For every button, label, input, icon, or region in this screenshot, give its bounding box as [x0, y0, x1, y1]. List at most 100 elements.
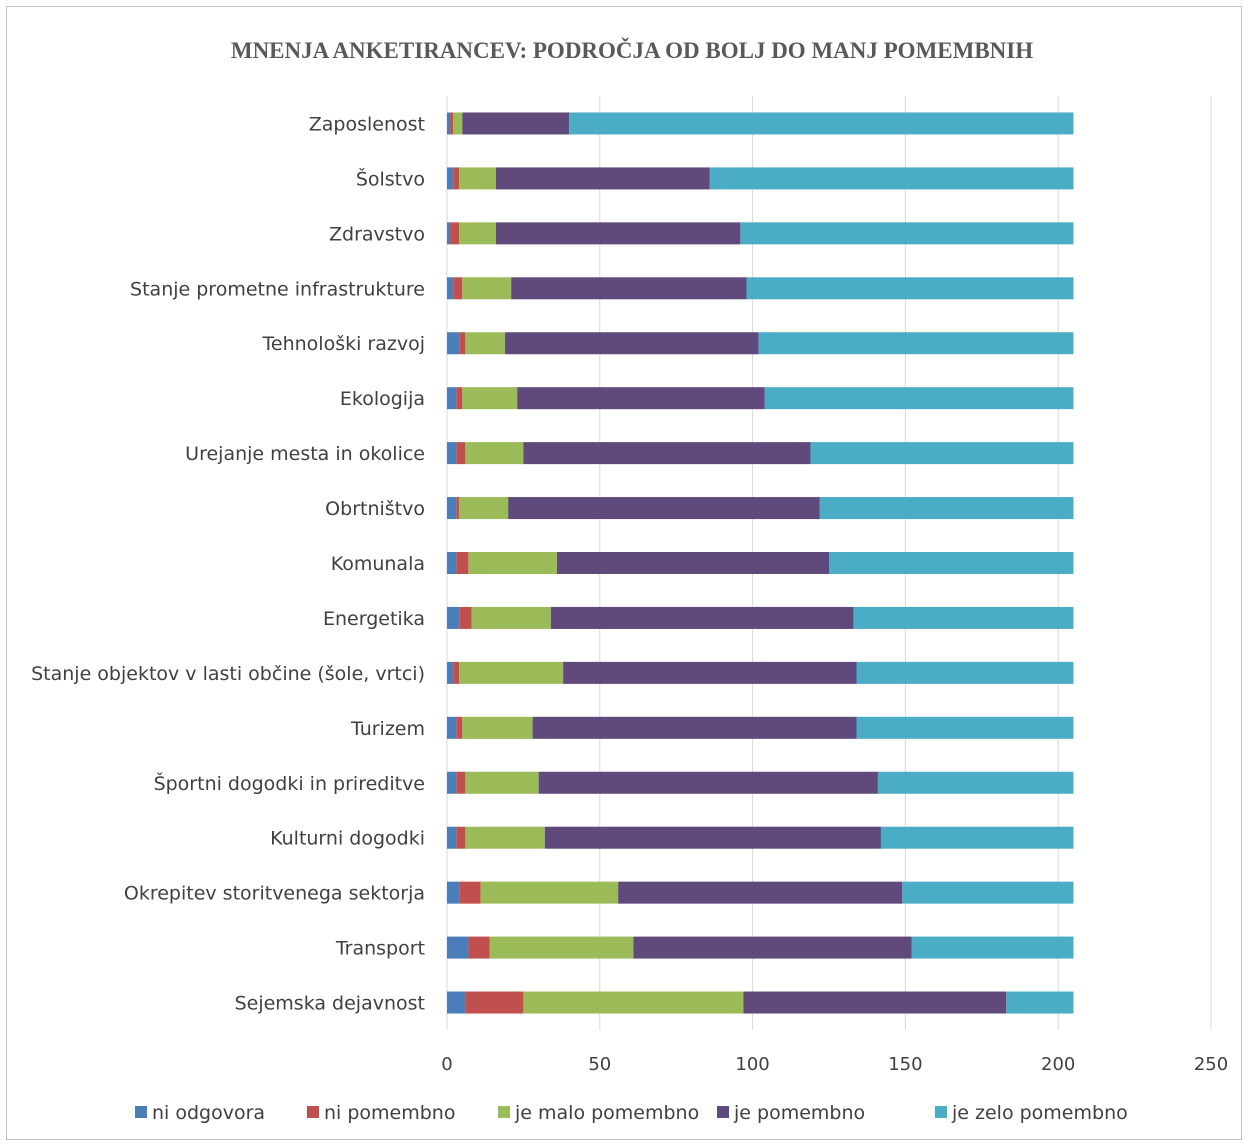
category-label: Stanje objektov v lasti občine (šole, vr…	[31, 663, 425, 685]
bar-segment	[462, 112, 570, 135]
legend-label: je zelo pomembno	[951, 1102, 1128, 1124]
bar-segment	[505, 332, 759, 355]
x-tick-label: 250	[1194, 1054, 1228, 1075]
legend-swatch	[135, 1106, 147, 1118]
legend-label: ni odgovora	[152, 1102, 265, 1124]
chart-title: MNENJA ANKETIRANCEV: PODROČJA OD BOLJ DO…	[231, 37, 1033, 63]
legend-item: je pomembno	[717, 1102, 865, 1124]
bar-segment	[465, 826, 545, 849]
bar-segment	[856, 716, 1074, 739]
bar-segment	[563, 661, 857, 684]
category-label: Zaposlenost	[309, 113, 425, 135]
bar-segment	[447, 991, 466, 1014]
bar-segment	[447, 387, 457, 410]
bar-segment	[465, 991, 524, 1014]
category-label: Energetika	[323, 608, 425, 630]
bar-segment	[459, 881, 481, 904]
bar-segment	[911, 936, 1074, 959]
x-tick-label: 150	[888, 1054, 922, 1075]
x-tick-label: 100	[735, 1054, 769, 1075]
x-tick-label: 0	[441, 1054, 452, 1075]
bar-segment	[447, 881, 460, 904]
bar-segment	[544, 826, 881, 849]
bar-segment	[447, 606, 460, 629]
bar-segment	[495, 222, 741, 245]
bar-segment	[459, 167, 496, 190]
bar-segment	[453, 112, 463, 135]
bar-segment	[462, 277, 512, 300]
bar-segment	[456, 497, 460, 520]
legend-item: ni odgovora	[135, 1102, 265, 1124]
bar-segment	[447, 826, 457, 849]
bar-segment	[456, 387, 463, 410]
bar-segment	[447, 167, 454, 190]
bar-segment	[453, 277, 463, 300]
legend-swatch	[935, 1106, 947, 1118]
bar-segment	[523, 442, 811, 465]
bar-segment	[447, 222, 451, 245]
x-axis-ticks: 0 50 100 150 200 250	[441, 1054, 1228, 1075]
bar-segment	[456, 552, 469, 574]
bar-segment	[489, 936, 634, 959]
bar-segment	[523, 991, 744, 1014]
legend-item: ni pomembno	[307, 1102, 455, 1124]
bar-segment	[447, 332, 460, 355]
bar-segment	[447, 936, 469, 959]
bar-segment	[746, 277, 1074, 300]
legend-label: ni pomembno	[324, 1102, 455, 1124]
bar-segment	[550, 606, 854, 629]
category-labels: Zaposlenost Šolstvo Zdravstvo Stanje promet…	[31, 113, 425, 1014]
category-label: Stanje prometne infrastrukture	[130, 278, 425, 300]
bar-segment	[740, 222, 1074, 245]
bar-segment	[856, 661, 1074, 684]
bar-segment	[456, 716, 463, 739]
legend-label: je malo pomembno	[514, 1102, 699, 1124]
bar-segment	[459, 497, 509, 520]
bar-segment	[453, 661, 460, 684]
bar-segment	[508, 497, 820, 520]
bar-segment	[447, 661, 454, 684]
bar-segment	[459, 222, 496, 245]
bars	[447, 112, 1074, 1014]
category-label: Ekologija	[340, 388, 425, 410]
bar-segment	[471, 606, 551, 629]
bar-segment	[456, 442, 466, 465]
bar-segment	[829, 552, 1074, 574]
bar-segment	[569, 112, 1074, 135]
bar-segment	[459, 332, 466, 355]
bar-segment	[453, 167, 460, 190]
bar-segment	[877, 771, 1074, 794]
bar-segment	[1006, 991, 1074, 1014]
category-label: Zdravstvo	[329, 223, 425, 245]
x-tick-label: 200	[1041, 1054, 1075, 1075]
category-label: Okrepitev storitvenega sektorja	[124, 883, 425, 905]
bar-segment	[447, 442, 457, 465]
bar-segment	[456, 771, 466, 794]
bar-segment	[447, 497, 457, 520]
bar-segment	[810, 442, 1074, 465]
category-label: Tehnološki razvoj	[262, 333, 425, 355]
category-label: Transport	[335, 938, 425, 960]
bar-segment	[465, 442, 524, 465]
bar-segment	[902, 881, 1074, 904]
category-label: Sejemska dejavnost	[235, 993, 425, 1015]
bar-segment	[447, 716, 457, 739]
bar-segment	[447, 112, 451, 135]
legend-swatch	[307, 1106, 319, 1118]
bar-segment	[764, 387, 1074, 410]
bar-segment	[853, 606, 1074, 629]
bar-segment	[709, 167, 1074, 190]
category-label: Športni dogodki in prireditve	[154, 771, 425, 795]
bar-segment	[468, 936, 490, 959]
legend: ni odgovora ni pomembno je malo pomembno je…	[135, 1102, 1128, 1124]
bar-segment	[450, 112, 454, 135]
bar-segment	[480, 881, 619, 904]
category-label: Šolstvo	[356, 166, 425, 190]
bar-segment	[557, 552, 829, 574]
legend-item: je zelo pomembno	[935, 1102, 1128, 1124]
bar-segment	[468, 552, 558, 574]
legend-item: je malo pomembno	[498, 1102, 699, 1124]
bar-segment	[495, 167, 710, 190]
bar-segment	[459, 606, 472, 629]
